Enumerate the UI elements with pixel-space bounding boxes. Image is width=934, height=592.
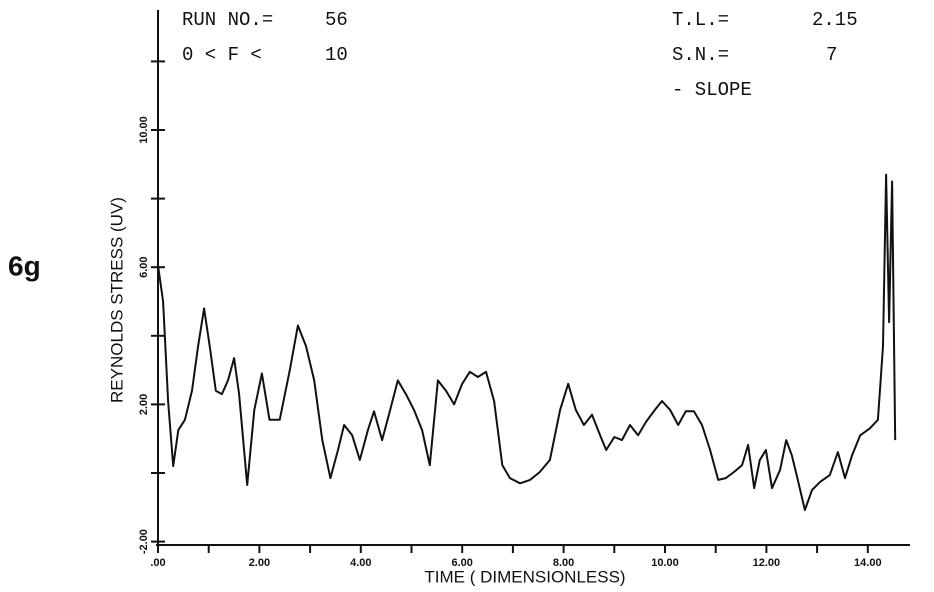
y-tick-label: 2.00 bbox=[138, 394, 150, 415]
annotation-label: RUN NO.= bbox=[182, 9, 273, 31]
annotation-label: 0 < F < bbox=[182, 44, 262, 66]
annotation-value: 2.15 bbox=[812, 9, 858, 31]
annotation-label: S.N.= bbox=[672, 44, 729, 66]
x-tick-label: 14.00 bbox=[854, 557, 882, 569]
x-axis-label: TIME ( DIMENSIONLESS) bbox=[424, 567, 625, 586]
y-axis-label: REYNOLDS STRESS (UV) bbox=[107, 197, 126, 403]
annotation-label: T.L.= bbox=[672, 9, 729, 31]
x-tick-label: 4.00 bbox=[350, 557, 371, 569]
x-tick-label: 12.00 bbox=[753, 557, 781, 569]
figure-label: 6g bbox=[8, 250, 41, 281]
y-tick-label: 10.00 bbox=[138, 116, 150, 144]
x-tick-label: 10.00 bbox=[651, 557, 679, 569]
y-tick-label: 6.00 bbox=[138, 256, 150, 277]
annotation-value: 10 bbox=[325, 44, 348, 66]
data-line bbox=[157, 173, 897, 511]
y-tick-label: -2.00 bbox=[138, 529, 150, 554]
annotation-value: 56 bbox=[325, 9, 348, 31]
x-tick-label: 8.00 bbox=[553, 557, 574, 569]
x-tick-label: 2.00 bbox=[249, 557, 270, 569]
annotation-label: - SLOPE bbox=[672, 79, 752, 101]
x-tick-label: 6.00 bbox=[451, 557, 472, 569]
x-tick-label: .00 bbox=[150, 557, 165, 569]
annotation-value: 7 bbox=[826, 44, 837, 66]
